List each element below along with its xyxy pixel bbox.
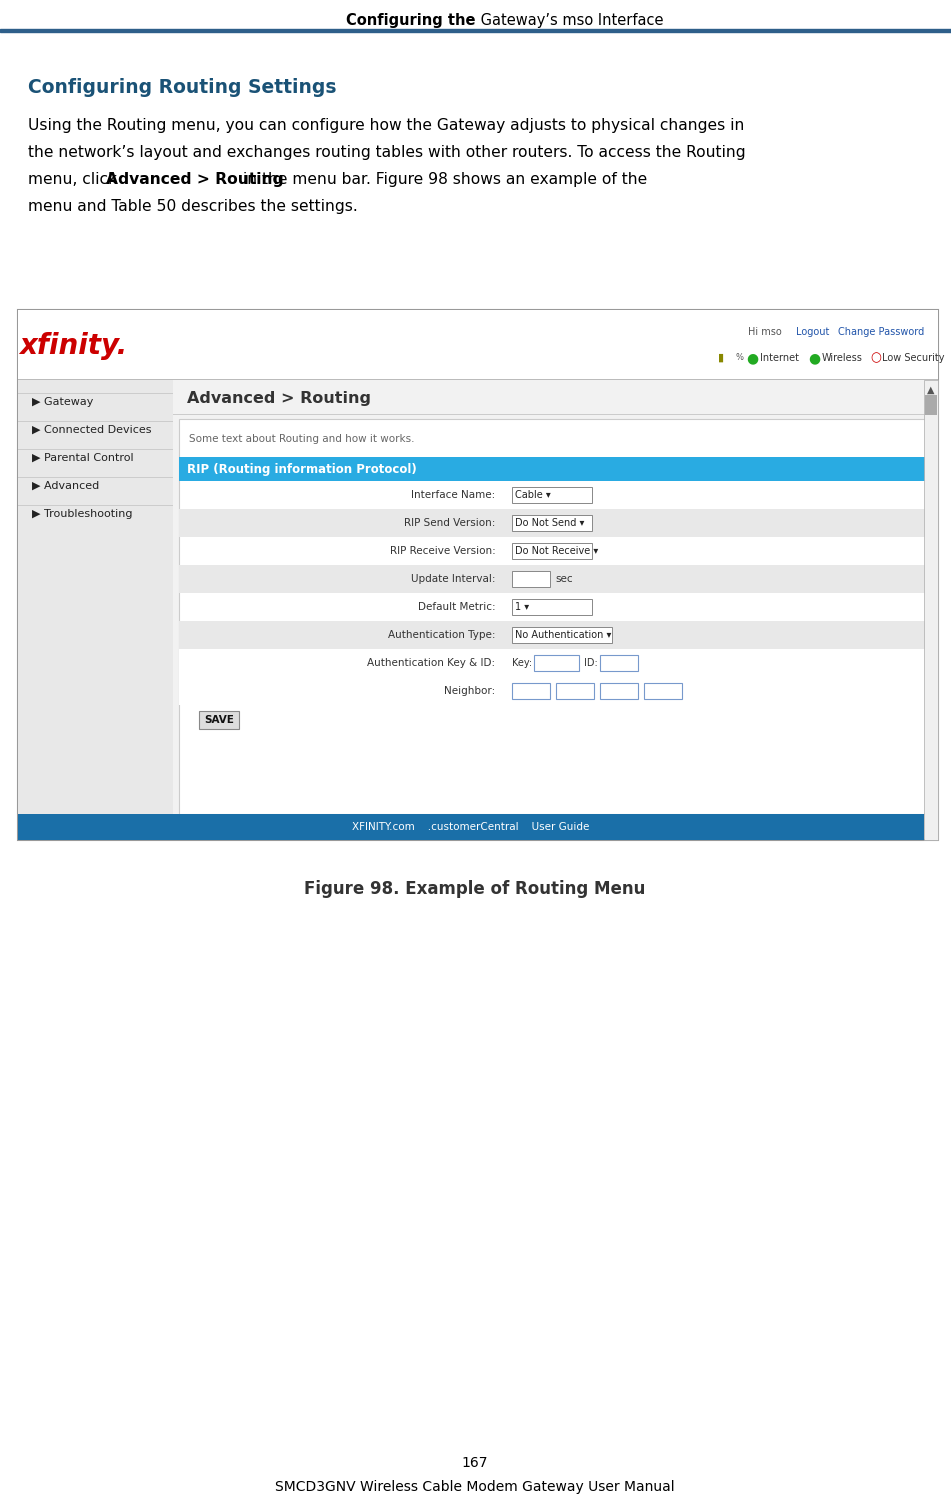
Bar [513,572,551,586]
Text: 167: 167 [462,1456,488,1470]
Bar [179,676,932,705]
Text: Internet: Internet [760,352,799,363]
Text: RIP Receive Version:: RIP Receive Version: [390,546,495,556]
Bar [0,28,951,32]
Bar [179,566,932,592]
Text: 1 ▾: 1 ▾ [515,602,530,612]
Bar [556,682,594,699]
Bar [600,656,638,670]
Text: Wireless: Wireless [822,352,863,363]
Text: RIP Send Version:: RIP Send Version: [404,518,495,528]
Text: Authentication Key & ID:: Authentication Key & ID: [367,658,495,668]
Text: ▶ Advanced: ▶ Advanced [32,482,99,490]
Text: Do Not Send ▾: Do Not Send ▾ [515,518,585,528]
Text: Low Security: Low Security [882,352,944,363]
Text: ○: ○ [870,351,881,364]
Text: Hi mso: Hi mso [748,327,782,338]
Text: ●: ● [808,351,820,364]
Text: Figure 98. Example of Routing Menu: Figure 98. Example of Routing Menu [304,880,646,898]
Text: SAVE: SAVE [204,716,234,724]
Text: Interface Name:: Interface Name: [411,490,495,500]
Bar [513,488,592,502]
Bar [199,711,239,729]
Bar [600,682,638,699]
Text: menu, click: menu, click [28,172,122,188]
Bar [645,682,682,699]
Bar [513,543,592,560]
Text: Default Metric:: Default Metric: [417,602,495,612]
Text: Update Interval:: Update Interval: [411,574,495,584]
Text: ▶ Connected Devices: ▶ Connected Devices [32,424,151,435]
Bar [179,650,932,676]
Text: Key:: Key: [513,658,533,668]
Text: in the menu bar. Figure 98 shows an example of the: in the menu bar. Figure 98 shows an exam… [238,172,648,188]
Bar [513,514,592,531]
Bar [513,627,612,644]
Text: RIP (Routing information Protocol): RIP (Routing information Protocol) [187,462,417,476]
Text: ID:: ID: [584,658,598,668]
Text: No Authentication ▾: No Authentication ▾ [515,630,611,640]
Text: Configuring the: Configuring the [345,12,475,27]
Text: sec: sec [555,574,573,584]
Text: Logout: Logout [796,327,829,338]
Text: Some text about Routing and how it works.: Some text about Routing and how it works… [189,433,415,444]
Text: ▶ Gateway: ▶ Gateway [32,398,93,406]
Text: %: % [736,354,744,363]
Bar [18,380,173,840]
Text: menu and Table 50 describes the settings.: menu and Table 50 describes the settings… [28,200,358,214]
Text: ▶ Troubleshooting: ▶ Troubleshooting [32,509,132,519]
Bar [18,815,924,840]
Text: Configuring Routing Settings: Configuring Routing Settings [28,78,337,98]
Text: XFINITY.com    .customerCentral    User Guide: XFINITY.com .customerCentral User Guide [352,822,590,833]
Text: Change Password: Change Password [838,327,924,338]
Bar [18,310,938,840]
Text: ▶ Parental Control: ▶ Parental Control [32,453,134,464]
Text: Do Not Receive ▾: Do Not Receive ▾ [515,546,598,556]
Bar [173,380,938,814]
Bar [924,380,938,840]
Text: Cable ▾: Cable ▾ [515,490,551,500]
Text: Gateway’s mso Interface: Gateway’s mso Interface [476,12,664,27]
Text: ▮: ▮ [718,352,724,363]
Text: ▲: ▲ [927,386,935,394]
Bar [925,394,937,416]
Bar [513,598,592,615]
Bar [179,509,932,537]
Text: Using the Routing menu, you can configure how the Gateway adjusts to physical ch: Using the Routing menu, you can configur… [28,118,745,134]
Text: Neighbor:: Neighbor: [444,686,495,696]
Text: Advanced > Routing: Advanced > Routing [106,172,283,188]
Bar [18,310,938,380]
Text: SMCD3GNV Wireless Cable Modem Gateway User Manual: SMCD3GNV Wireless Cable Modem Gateway Us… [275,1480,675,1494]
Bar [534,656,579,670]
Bar [18,378,938,380]
Text: the network’s layout and exchanges routing tables with other routers. To access : the network’s layout and exchanges routi… [28,146,746,160]
Bar [179,458,932,482]
Text: Advanced > Routing: Advanced > Routing [187,390,371,405]
Bar [173,380,938,416]
Bar [179,419,932,814]
Bar [513,682,551,699]
Text: ●: ● [746,351,758,364]
Text: Authentication Type:: Authentication Type: [388,630,495,640]
Text: xfinity.: xfinity. [19,332,127,360]
Bar [179,621,932,650]
